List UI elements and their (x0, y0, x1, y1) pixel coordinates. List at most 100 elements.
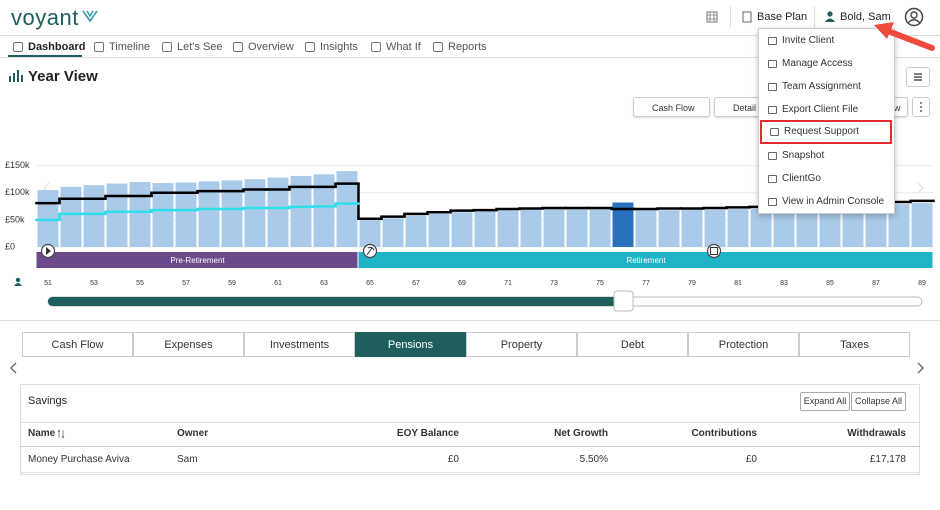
menu-item[interactable]: Request Support (760, 120, 892, 144)
x-tick-label: 61 (274, 280, 282, 287)
bar (198, 181, 220, 247)
menu-label[interactable]: Team Assignment (782, 81, 861, 92)
menu-label[interactable]: Invite Client (782, 35, 835, 46)
bar (796, 207, 818, 247)
menu-icon (768, 152, 777, 160)
collapse-all-button[interactable]: Collapse All (851, 392, 906, 411)
x-tick-label: 85 (826, 280, 834, 287)
bar (428, 213, 450, 247)
nav-item[interactable]: Dashboard (28, 41, 86, 53)
nav-active-underline (8, 55, 82, 57)
menu-label[interactable]: Export Client File (782, 104, 859, 115)
menu-icon (768, 198, 777, 206)
menu-item[interactable]: View in Admin Console (759, 190, 894, 213)
bar (290, 175, 312, 247)
tab[interactable]: Taxes (799, 332, 910, 357)
x-tick-label: 87 (872, 280, 880, 287)
menu-label[interactable]: Request Support (784, 126, 860, 137)
menu-icon (768, 60, 777, 68)
menu-icon (768, 175, 777, 183)
slider-knob[interactable] (613, 290, 634, 312)
bar (773, 207, 795, 247)
bar (520, 209, 542, 247)
bar (727, 209, 749, 247)
bar (589, 209, 611, 247)
milestone-glyph (46, 247, 51, 255)
menu-item[interactable]: Snapshot (759, 144, 894, 167)
menu-item[interactable]: Manage Access (759, 52, 894, 75)
nav-item[interactable]: What If (386, 41, 421, 53)
bar (336, 171, 358, 247)
toolbar-button[interactable]: Cash Flow (633, 97, 710, 117)
nav-item[interactable]: Overview (248, 41, 294, 53)
nav-item[interactable]: Timeline (109, 41, 151, 53)
x-tick-label: 77 (642, 280, 650, 287)
scroll-left[interactable] (9, 362, 19, 374)
menu-item[interactable]: Invite Client (759, 29, 894, 52)
menu-label[interactable]: ClientGo (782, 173, 821, 184)
column-header[interactable]: Name (28, 428, 56, 439)
user-button[interactable]: Bold, Sam (840, 11, 891, 23)
tab[interactable]: Cash Flow (22, 332, 133, 357)
more-button[interactable] (912, 97, 930, 117)
menu-label[interactable]: Snapshot (782, 150, 825, 161)
chart: £0 £50k £100k £150k Pre-Retirement Retirement… (5, 160, 935, 312)
x-tick-label: 83 (780, 280, 788, 287)
bar (37, 190, 59, 247)
logo-mark (82, 10, 98, 23)
bar (152, 183, 174, 247)
column-header: Owner (177, 428, 209, 439)
bar (750, 208, 772, 247)
x-tick-label: 63 (320, 280, 328, 287)
table-cell: £0 (745, 454, 757, 465)
account-icon[interactable] (904, 7, 924, 27)
bar (819, 206, 841, 247)
bar (451, 212, 473, 247)
x-tick-label: 73 (550, 280, 558, 287)
nav-icon (433, 42, 443, 52)
bar (221, 180, 243, 247)
milestone-glyph (366, 246, 375, 256)
table-rule (20, 446, 920, 447)
x-tick-label: 89 (918, 280, 926, 287)
y-tick-label: £50k (5, 214, 25, 224)
bar (83, 185, 105, 247)
column-header: EOY Balance (396, 428, 459, 439)
tab[interactable]: Debt (577, 332, 688, 357)
nav-icon (94, 42, 104, 52)
tab[interactable]: Property (466, 332, 577, 357)
plan-icon (742, 11, 752, 23)
tab[interactable]: Expenses (133, 332, 244, 357)
x-tick-label: 79 (688, 280, 696, 287)
bar (474, 211, 496, 247)
scroll-right[interactable] (915, 362, 925, 374)
nav-item[interactable]: Reports (448, 41, 487, 53)
y-tick-label: £100k (5, 187, 30, 197)
annotation-arrow (874, 22, 935, 51)
bar (911, 203, 933, 247)
menu-item[interactable]: ClientGo (759, 167, 894, 190)
person-icon (14, 283, 22, 286)
sort-icon[interactable] (57, 429, 65, 439)
nav-item[interactable]: Insights (320, 41, 358, 53)
table-rule (20, 472, 920, 473)
user-menu: Invite Client Manage Access Team Assignmen… (758, 28, 895, 214)
menu-label[interactable]: Manage Access (782, 58, 853, 69)
column-header: Contributions (691, 428, 757, 439)
menu-item[interactable]: Team Assignment (759, 75, 894, 98)
grid-icon[interactable] (706, 11, 718, 23)
menu-item[interactable]: Export Client File (759, 98, 894, 121)
logo[interactable]: voyant (11, 5, 79, 30)
bar (842, 206, 864, 247)
tab[interactable]: Investments (244, 332, 355, 357)
tab[interactable]: Pensions (355, 332, 466, 357)
nav-icon (162, 42, 172, 52)
expand-all-button[interactable]: Expand All (800, 392, 850, 411)
nav-item[interactable]: Let's See (177, 41, 223, 53)
plan-button[interactable]: Base Plan (757, 11, 808, 23)
tab[interactable]: Protection (688, 332, 799, 357)
menu-label[interactable]: View in Admin Console (782, 196, 885, 207)
toolbar-button[interactable]: Detail (714, 97, 762, 117)
menu-button[interactable] (906, 67, 930, 87)
